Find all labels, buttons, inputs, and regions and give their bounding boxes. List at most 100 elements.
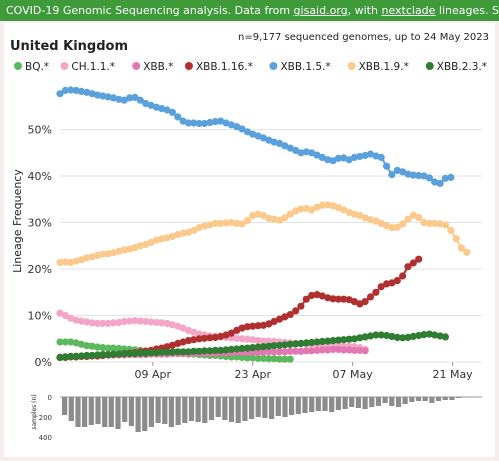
data-point-xbb-1-9 [340, 206, 348, 214]
data-point-xbb-1-5 [88, 90, 96, 98]
data-point-xbb-2-3 [329, 337, 337, 345]
legend-item-xbb-2-3[interactable]: XBB.2.3.* [425, 61, 487, 73]
data-point-xbb-1-9 [259, 211, 267, 220]
legend-item-xbb[interactable]: XBB.* [132, 61, 173, 73]
data-point-ch-1-1 [265, 337, 273, 345]
samples-bar [115, 397, 121, 429]
data-point-xbb-1-5 [99, 92, 107, 100]
data-point-xbb-1-5 [211, 118, 219, 126]
data-point-xbb [265, 348, 273, 356]
data-point-xbb-1-9 [211, 219, 219, 227]
data-point-xbb-2-3 [383, 331, 391, 340]
data-point-xbb-1-5 [115, 95, 123, 103]
data-point-bq [238, 353, 246, 361]
samples-bar [375, 397, 381, 406]
samples-bar [442, 397, 448, 400]
chart-card: United Kingdom n=9,177 sequenced genomes… [4, 23, 495, 457]
data-point-xbb-2-3 [77, 352, 85, 360]
data-point-xbb-2-3 [318, 337, 326, 346]
data-point-xbb-1-5 [61, 86, 69, 94]
data-point-xbb [340, 346, 348, 354]
data-point-xbb-2-3 [99, 351, 107, 359]
data-point-xbb-1-16 [238, 324, 246, 332]
data-point-ch-1-1 [179, 324, 187, 332]
legend-label-ch-1-1: CH.1.1.* [71, 61, 115, 73]
data-point-xbb-1-5 [136, 96, 144, 104]
legend-item-bq[interactable]: BQ.* [14, 61, 49, 73]
data-point-xbb-2-3 [249, 344, 257, 352]
data-point-xbb-2-3 [222, 346, 230, 354]
data-point-xbb [270, 348, 278, 356]
data-point-xbb-2-3 [83, 351, 91, 360]
data-point-xbb-1-9 [286, 210, 294, 218]
samples-bar [222, 397, 228, 420]
data-point-ch-1-1 [120, 317, 128, 326]
data-point-xbb-1-16 [254, 322, 262, 330]
data-point-xbb-2-3 [425, 330, 433, 338]
data-point-xbb-2-3 [88, 351, 96, 360]
samples-bar [148, 397, 154, 427]
banner-text-3: lineages. Source files and more info [438, 4, 499, 17]
data-point-xbb-2-3 [388, 332, 396, 340]
samples-bar [342, 397, 348, 409]
data-point-xbb-1-9 [131, 244, 139, 252]
samples-tick-label: 0 [48, 394, 52, 402]
data-point-ch-1-1 [104, 319, 112, 327]
data-point-bq [275, 355, 284, 363]
data-point-xbb-1-9 [99, 250, 107, 258]
data-point-xbb-1-16 [340, 295, 348, 303]
samples-bar [449, 397, 455, 400]
data-point-xbb-1-16 [206, 334, 214, 342]
legend-label-xbb: XBB.* [143, 61, 173, 73]
data-point-xbb-1-16 [393, 277, 401, 285]
samples-bar [282, 397, 288, 417]
samples-bar [435, 397, 442, 401]
data-point-xbb-1-16 [415, 255, 423, 263]
legend-item-xbb-1-5[interactable]: XBB.1.5.* [269, 61, 331, 73]
samples-bar [409, 397, 415, 402]
data-point-xbb-1-16 [286, 311, 294, 319]
data-point-xbb-1-9 [420, 218, 428, 227]
data-point-xbb-1-5 [259, 134, 267, 142]
data-point-xbb-1-5 [120, 96, 128, 104]
samples-panel: 0 200 400 [39, 394, 482, 442]
data-point-xbb-2-3 [399, 334, 407, 342]
data-point-xbb-1-9 [179, 229, 187, 237]
gisaid-link[interactable]: gisaid.org [293, 4, 348, 17]
data-point-xbb-1-16 [292, 307, 300, 315]
data-point-xbb-1-9 [350, 210, 358, 218]
banner-text-2: , with [347, 4, 382, 17]
data-point-xbb-1-9 [77, 256, 85, 264]
data-point-ch-1-1 [243, 335, 251, 343]
data-point-xbb-1-5 [77, 87, 85, 95]
legend-item-ch-1-1[interactable]: CH.1.1.* [60, 61, 115, 73]
samples-bar [68, 397, 74, 421]
samples-bar [395, 397, 402, 407]
data-point-xbb-1-16 [249, 322, 257, 330]
data-point-xbb-1-5 [238, 125, 246, 133]
data-point-xbb [259, 348, 267, 356]
data-point-ch-1-1 [136, 317, 144, 325]
data-point-xbb-1-9 [61, 258, 69, 266]
samples-bar [315, 397, 321, 411]
samples-bar [155, 397, 161, 423]
data-point-xbb-1-16 [404, 263, 412, 271]
data-point-xbb-1-5 [350, 153, 358, 161]
legend-item-xbb-1-9[interactable]: XBB.1.9.* [347, 61, 409, 73]
legend-swatch-xbb-1-5 [269, 62, 278, 70]
lineage-frequency-chart: United Kingdom n=9,177 sequenced genomes… [10, 32, 489, 442]
legend-item-xbb-1-16[interactable]: XBB.1.16.* [184, 61, 253, 73]
data-point-xbb-1-9 [136, 242, 144, 250]
data-point-xbb-2-3 [56, 353, 64, 361]
nextclade-link[interactable]: nextclade [381, 4, 436, 17]
data-point-xbb [302, 347, 310, 355]
data-point-xbb-2-3 [436, 332, 444, 340]
data-point-xbb-1-5 [227, 121, 235, 129]
data-point-xbb-2-3 [259, 343, 267, 351]
data-point-xbb-1-9 [441, 221, 449, 229]
y-axis: 0% 10% 20% 30% 40% 50% [28, 124, 52, 370]
data-point-bq [249, 354, 257, 362]
samples-bar [88, 397, 94, 425]
data-point-xbb-1-16 [308, 291, 316, 300]
data-point-xbb [308, 347, 316, 355]
